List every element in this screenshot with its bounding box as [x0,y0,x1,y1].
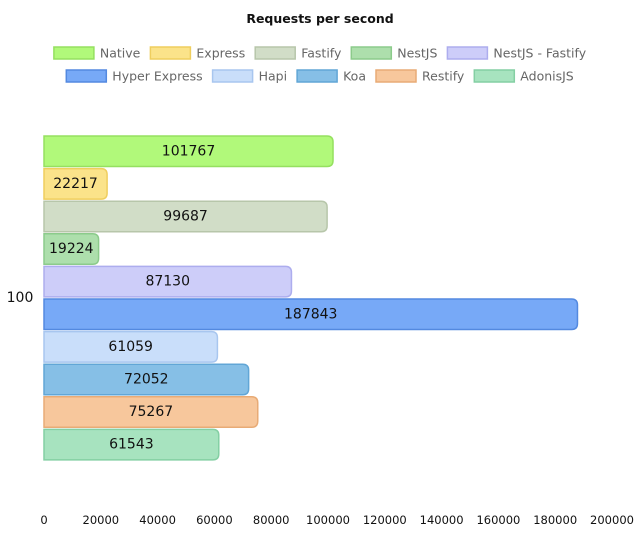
x-tick-label: 180000 [533,513,577,527]
data-label-nestjs: 19224 [49,241,94,257]
legend-swatch-nestjs [350,46,393,60]
legend-item-nestjs: NestJS [350,46,437,61]
legend-item-hyper-express: Hyper Express [65,69,203,84]
legend-label-nestjs-fastify: NestJS - Fastify [493,46,586,61]
data-label-native: 101767 [162,143,215,159]
x-tick-label: 160000 [476,513,520,527]
legend-swatch-koa [296,69,338,83]
data-label-fastify: 99687 [163,208,208,224]
legend-label-hapi: Hapi [259,69,287,84]
x-tick-label: 120000 [363,513,407,527]
legend-item-fastify: Fastify [254,46,342,61]
y-axis-category-label: 100 [7,290,34,306]
legend-item-restify: Restify [375,69,465,84]
legend-item-express: Express [149,46,245,61]
x-axis-ticks: 0 20000 40000 60000 80000 100000 120000 140000 1… [40,513,634,527]
data-label-hapi: 61059 [108,339,153,355]
data-labels: 101767 22217 99687 19224 87130 187843 61059 720… [49,143,337,452]
x-tick-label: 60000 [196,513,233,527]
legend-label-hyper-express: Hyper Express [112,69,202,84]
x-tick-label: 80000 [253,513,290,527]
bar-nestjs [43,233,100,266]
legend-label-express: Express [196,46,245,61]
legend-swatch-fastify [254,46,296,60]
legend-item-nestjs-fastify: NestJS - Fastify [446,46,587,61]
legend-swatch-adonisjs [473,69,516,83]
bar-adonisjs [43,428,220,461]
legend-swatch-restify [375,69,417,83]
legend-label-adonisjs: AdonisJS [520,69,574,84]
bar-koa [43,363,250,396]
chart-title: Requests per second [246,11,393,26]
legend-label-fastify: Fastify [301,46,342,61]
bar-express [43,167,108,200]
legend-item-native: Native [53,46,141,61]
x-tick-label: 100000 [306,513,350,527]
legend-swatch-hyper-express [65,69,108,83]
legend: Native Express Fastify NestJS NestJS - Fasti… [53,46,587,84]
x-tick-label: 0 [40,513,47,527]
legend-label-koa: Koa [343,69,366,84]
data-label-koa: 72052 [124,371,169,387]
data-label-nestjs-fastify: 87130 [145,274,190,290]
data-label-hyper-express: 187843 [284,306,337,322]
legend-swatch-nestjs-fastify [446,46,489,60]
data-label-restify: 75267 [129,404,174,420]
data-label-adonisjs: 61543 [109,437,154,453]
legend-swatch-hapi [211,69,254,83]
legend-label-native: Native [100,46,141,61]
bar-native [43,135,334,168]
legend-item-adonisjs: AdonisJS [473,69,574,84]
legend-swatch-native [53,46,95,60]
legend-label-restify: Restify [422,69,465,84]
bars [43,135,579,461]
legend-label-nestjs: NestJS [397,46,437,61]
bar-hyper-express [43,298,579,331]
bar-restify [43,396,259,429]
bar-fastify [43,200,328,233]
legend-item-koa: Koa [296,69,366,84]
category-axis: 100 [7,290,34,306]
bar-nestjs-fastify [43,265,293,298]
x-tick-label: 40000 [139,513,176,527]
x-tick-label: 200000 [590,513,634,527]
bar-hapi [43,330,219,363]
x-tick-label: 20000 [83,513,120,527]
legend-item-hapi: Hapi [211,69,287,84]
legend-swatch-express [149,46,192,60]
x-tick-label: 140000 [420,513,464,527]
data-label-express: 22217 [53,176,98,192]
